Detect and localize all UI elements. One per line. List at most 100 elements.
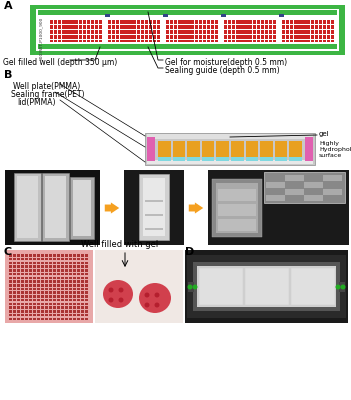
Bar (153, 20, 156, 22)
Bar (9, 299, 12, 301)
Bar (207, 32, 210, 34)
Bar (228, 22, 231, 24)
Bar (21, 273, 24, 275)
Bar (240, 35, 244, 37)
Bar (58, 27, 61, 29)
Bar (265, 20, 268, 22)
Bar (327, 27, 330, 29)
Bar (170, 25, 173, 27)
Bar (25, 280, 27, 283)
Bar (273, 35, 276, 37)
Bar (265, 30, 268, 32)
Bar (244, 40, 248, 42)
Bar (45, 314, 47, 316)
Bar (74, 35, 78, 37)
Bar (50, 20, 53, 22)
Bar (273, 27, 276, 29)
Bar (305, 137, 313, 161)
Bar (178, 27, 181, 29)
Bar (45, 284, 47, 286)
Bar (178, 40, 181, 42)
Bar (61, 262, 64, 264)
Bar (178, 22, 181, 24)
Bar (170, 30, 173, 32)
Bar (21, 299, 24, 301)
Bar (194, 27, 198, 29)
Bar (218, 204, 256, 216)
Bar (17, 306, 20, 309)
Bar (182, 35, 186, 37)
Bar (294, 38, 298, 40)
Bar (197, 266, 336, 307)
Bar (132, 30, 136, 32)
Bar (73, 265, 75, 268)
Bar (70, 40, 74, 42)
Bar (158, 141, 171, 158)
Bar (53, 318, 55, 320)
Bar (37, 303, 40, 305)
Bar (319, 27, 322, 29)
Bar (9, 288, 12, 290)
Bar (65, 269, 67, 272)
Bar (65, 303, 67, 305)
Bar (95, 38, 98, 40)
Bar (294, 35, 298, 37)
Bar (82, 30, 86, 32)
Bar (95, 20, 98, 22)
Bar (49, 262, 52, 264)
Bar (62, 35, 66, 37)
Bar (85, 254, 87, 257)
Bar (21, 262, 24, 264)
Bar (99, 38, 102, 40)
Bar (323, 32, 326, 34)
Bar (50, 35, 53, 37)
Bar (57, 284, 60, 286)
FancyArrowPatch shape (189, 202, 203, 214)
Bar (45, 262, 47, 264)
Bar (9, 318, 12, 320)
Bar (199, 25, 202, 27)
Bar (33, 299, 35, 301)
Bar (311, 27, 314, 29)
Bar (73, 276, 75, 279)
Bar (290, 32, 293, 34)
Bar (21, 276, 24, 279)
Bar (236, 40, 240, 42)
Bar (173, 141, 185, 158)
Bar (45, 265, 47, 268)
Bar (85, 314, 87, 316)
Bar (244, 30, 248, 32)
Bar (203, 40, 206, 42)
Bar (212, 179, 262, 237)
Bar (157, 32, 160, 34)
Bar (240, 30, 244, 32)
Bar (79, 20, 82, 22)
Bar (128, 40, 132, 42)
Bar (77, 310, 79, 312)
Bar (257, 25, 260, 27)
Bar (17, 310, 20, 312)
Bar (13, 295, 15, 298)
Bar (224, 30, 227, 32)
Bar (13, 310, 15, 312)
Bar (174, 40, 178, 42)
Bar (199, 30, 202, 32)
Bar (53, 269, 55, 272)
Bar (41, 280, 44, 283)
Circle shape (187, 284, 192, 290)
Bar (53, 306, 55, 309)
Bar (69, 299, 72, 301)
Bar (319, 38, 322, 40)
Bar (99, 35, 102, 37)
Bar (302, 25, 306, 27)
Bar (85, 310, 87, 312)
Bar (69, 273, 72, 275)
Bar (323, 27, 326, 29)
Bar (85, 295, 87, 298)
Bar (269, 22, 272, 24)
Bar (314, 38, 318, 40)
Bar (37, 314, 40, 316)
Bar (25, 258, 27, 260)
Bar (261, 20, 264, 22)
Bar (244, 20, 248, 22)
